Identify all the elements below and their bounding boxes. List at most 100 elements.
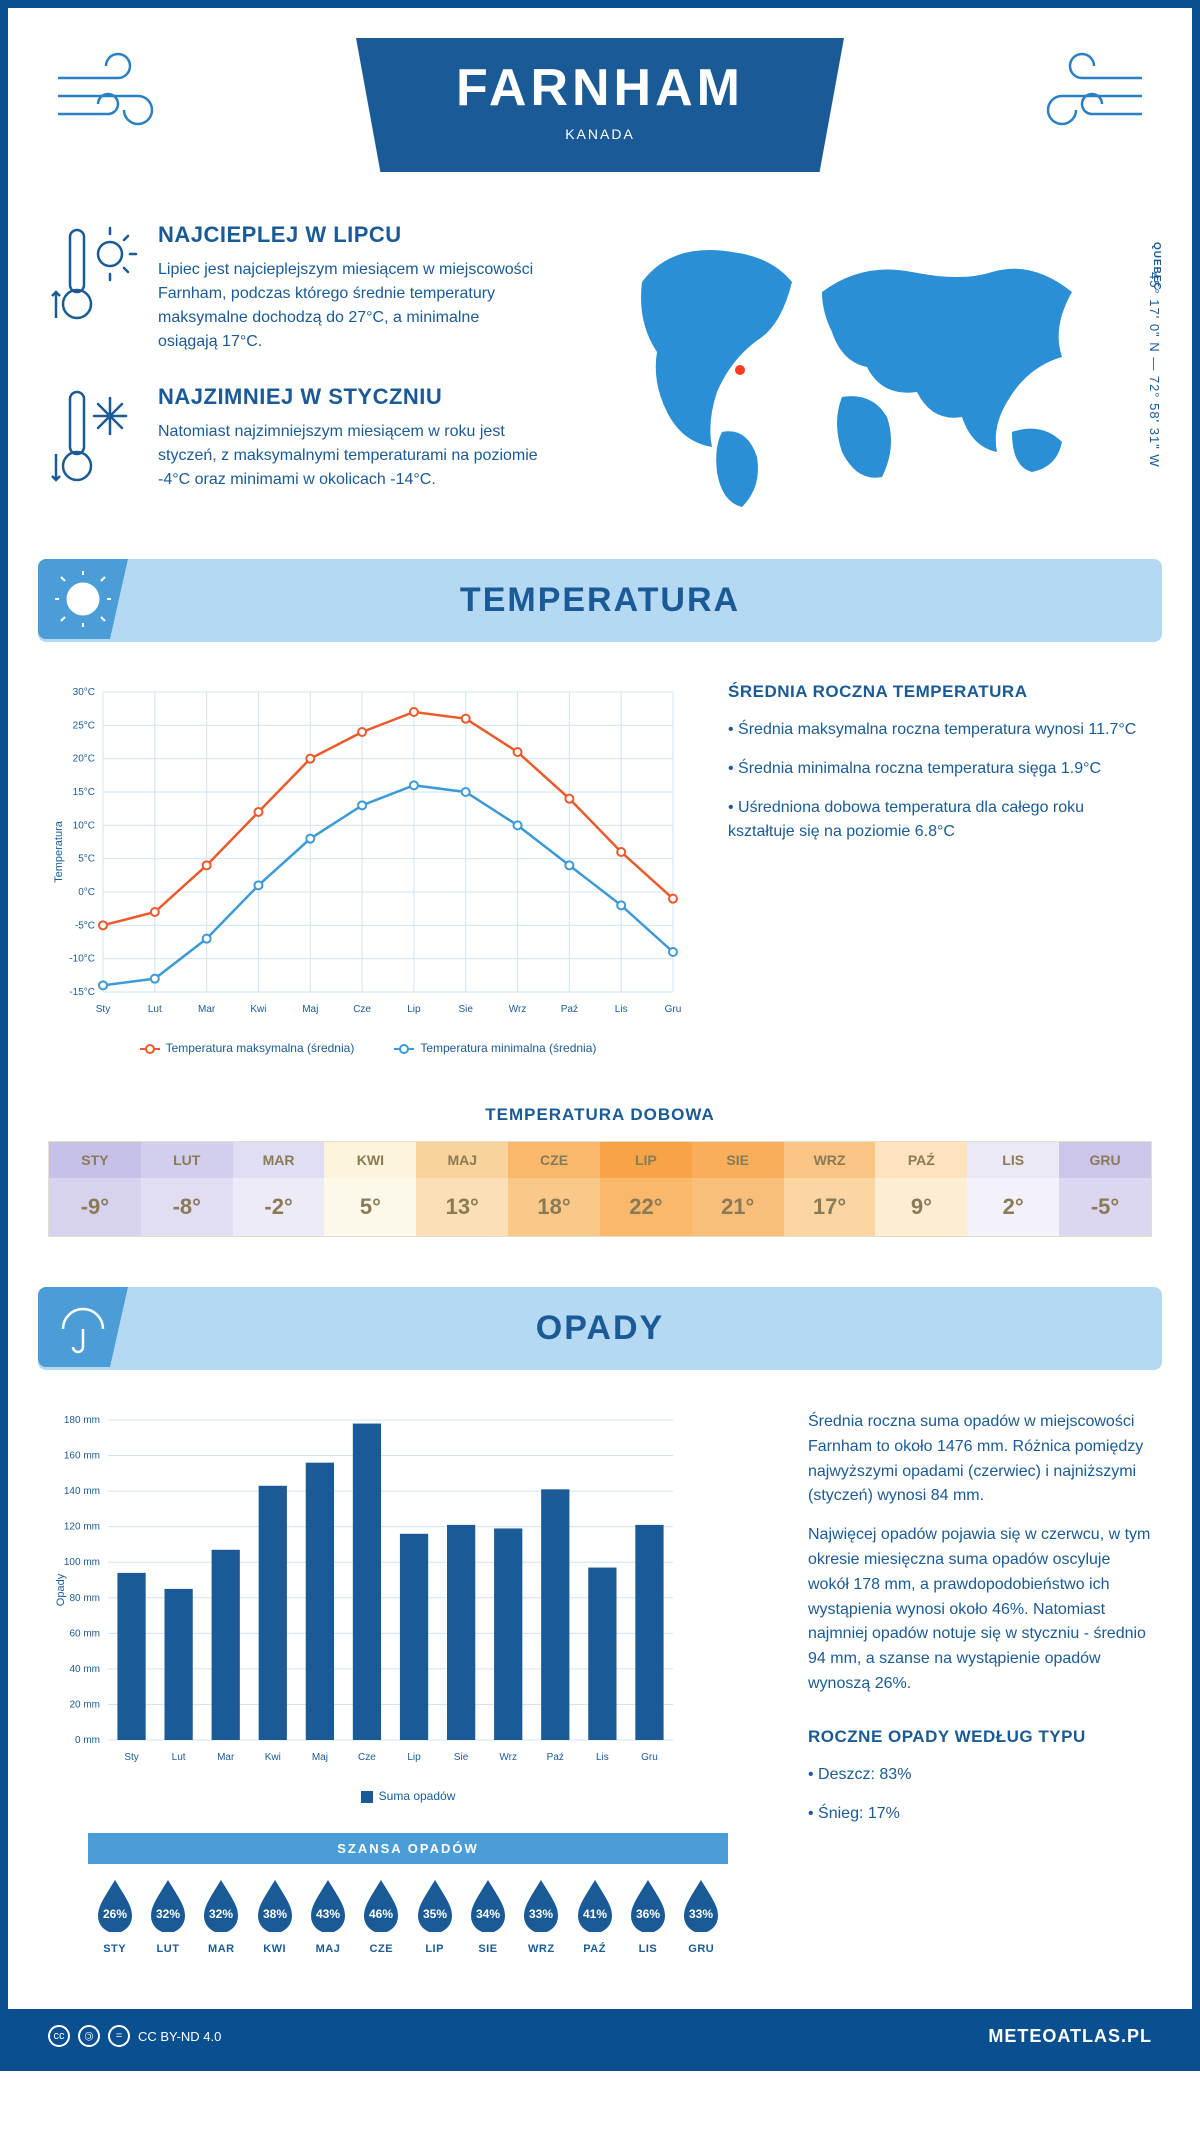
svg-text:Paź: Paź xyxy=(561,1004,578,1015)
legend-max: Temperatura maksymalna (średnia) xyxy=(166,1041,355,1055)
precip-banner: OPADY xyxy=(38,1287,1162,1370)
svg-text:Temperatura: Temperatura xyxy=(53,820,65,883)
svg-text:26%: 26% xyxy=(103,1907,127,1921)
svg-text:160 mm: 160 mm xyxy=(64,1451,100,1462)
header: FARNHAM KANADA xyxy=(8,8,1192,222)
svg-text:Maj: Maj xyxy=(302,1004,318,1015)
svg-text:-10°C: -10°C xyxy=(69,954,95,965)
precip-para2: Najwięcej opadów pojawia się w czerwcu, … xyxy=(808,1523,1152,1697)
coords-label: 45° 17' 0" N — 72° 58' 31" W xyxy=(1147,272,1162,468)
svg-text:15°C: 15°C xyxy=(73,787,95,798)
footer: cc 🄯 = CC BY-ND 4.0 METEOATLAS.PL xyxy=(8,2009,1192,2063)
rain-chance-drop: 26%STY xyxy=(88,1878,141,1955)
svg-text:Maj: Maj xyxy=(312,1752,328,1763)
svg-text:30°C: 30°C xyxy=(73,687,95,698)
world-map-box: QUEBEC 45° 17' 0" N — 72° 58' 31" W xyxy=(592,222,1152,529)
svg-text:60 mm: 60 mm xyxy=(69,1628,100,1639)
svg-text:36%: 36% xyxy=(636,1907,660,1921)
daily-temp-cell: CZE18° xyxy=(508,1142,600,1236)
intro-section: NAJCIEPLEJ W LIPCU Lipiec jest najcieple… xyxy=(8,222,1192,559)
daily-temp-cell: LUT-8° xyxy=(141,1142,233,1236)
svg-text:Lut: Lut xyxy=(172,1752,186,1763)
svg-text:Mar: Mar xyxy=(198,1004,216,1015)
umbrella-icon xyxy=(38,1287,128,1367)
svg-text:Opady: Opady xyxy=(55,1573,67,1606)
daily-temp-title: TEMPERATURA DOBOWA xyxy=(8,1105,1192,1125)
daily-temp-cell: MAR-2° xyxy=(233,1142,325,1236)
rain-chance-drop: 38%KWI xyxy=(248,1878,301,1955)
temperature-side-text: ŚREDNIA ROCZNA TEMPERATURA Średnia maksy… xyxy=(728,682,1152,1055)
temperature-bullet: Średnia minimalna roczna temperatura się… xyxy=(728,757,1152,782)
fact-warm: NAJCIEPLEJ W LIPCU Lipiec jest najcieple… xyxy=(48,222,562,354)
rain-chance-row: 26%STY32%LUT32%MAR38%KWI43%MAJ46%CZE35%L… xyxy=(88,1864,728,1969)
fact-cold-text: Natomiast najzimniejszym miesiącem w rok… xyxy=(158,420,538,492)
thermometer-snow-icon xyxy=(48,384,138,499)
svg-text:0 mm: 0 mm xyxy=(75,1735,100,1746)
by-icon: 🄯 xyxy=(78,2025,100,2047)
rain-chance-box: SZANSA OPADÓW 26%STY32%LUT32%MAR38%KWI43… xyxy=(88,1833,728,1969)
precip-side-text: Średnia roczna suma opadów w miejscowośc… xyxy=(808,1410,1152,1969)
daily-temp-cell: LIS2° xyxy=(967,1142,1059,1236)
svg-text:100 mm: 100 mm xyxy=(64,1557,100,1568)
svg-text:34%: 34% xyxy=(476,1907,500,1921)
yearly-precip-list: Deszcz: 83%Śnieg: 17% xyxy=(808,1763,1152,1827)
svg-text:80 mm: 80 mm xyxy=(69,1593,100,1604)
svg-text:Gru: Gru xyxy=(641,1752,658,1763)
temperature-bullet: Średnia maksymalna roczna temperatura wy… xyxy=(728,718,1152,743)
svg-text:Kwi: Kwi xyxy=(250,1004,266,1015)
rain-chance-drop: 33%GRU xyxy=(675,1878,728,1955)
svg-text:Sie: Sie xyxy=(454,1752,469,1763)
temperature-bullet: Uśredniona dobowa temperatura dla całego… xyxy=(728,796,1152,846)
svg-text:Mar: Mar xyxy=(217,1752,235,1763)
fact-warm-text: Lipiec jest najcieplejszym miesiącem w m… xyxy=(158,258,538,354)
daily-temp-cell: KWI5° xyxy=(324,1142,416,1236)
rain-chance-drop: 35%LIP xyxy=(408,1878,461,1955)
yearly-precip-title: ROCZNE OPADY WEDŁUG TYPU xyxy=(808,1727,1152,1747)
precip-title: OPADY xyxy=(38,1309,1162,1348)
daily-temp-cell: LIP22° xyxy=(600,1142,692,1236)
brand-label: METEOATLAS.PL xyxy=(988,2026,1152,2047)
temperature-title: TEMPERATURA xyxy=(38,581,1162,620)
rain-chance-drop: 32%LUT xyxy=(141,1878,194,1955)
map-marker-icon xyxy=(733,363,747,377)
wind-icon-right xyxy=(1022,48,1152,143)
daily-temp-strip: STY-9°LUT-8°MAR-2°KWI5°MAJ13°CZE18°LIP22… xyxy=(48,1141,1152,1237)
nd-icon: = xyxy=(108,2025,130,2047)
fact-cold: NAJZIMNIEJ W STYCZNIU Natomiast najzimni… xyxy=(48,384,562,499)
svg-text:20°C: 20°C xyxy=(73,754,95,765)
svg-text:20 mm: 20 mm xyxy=(69,1699,100,1710)
rain-chance-drop: 46%CZE xyxy=(355,1878,408,1955)
svg-text:Gru: Gru xyxy=(665,1004,682,1015)
rain-chance-title: SZANSA OPADÓW xyxy=(88,1833,728,1864)
temperature-line-chart: -15°C-10°C-5°C0°C5°C10°C15°C20°C25°C30°C… xyxy=(48,682,688,1055)
svg-text:40 mm: 40 mm xyxy=(69,1664,100,1675)
svg-text:32%: 32% xyxy=(156,1907,180,1921)
svg-text:Lip: Lip xyxy=(407,1752,421,1763)
precip-legend-label: Suma opadów xyxy=(379,1789,456,1803)
svg-text:Sie: Sie xyxy=(459,1004,474,1015)
rain-chance-drop: 34%SIE xyxy=(461,1878,514,1955)
world-map-icon xyxy=(592,222,1152,527)
svg-text:Cze: Cze xyxy=(353,1004,371,1015)
daily-temp-cell: MAJ13° xyxy=(416,1142,508,1236)
svg-text:Lut: Lut xyxy=(148,1004,162,1015)
svg-text:46%: 46% xyxy=(369,1907,393,1921)
precip-bar-chart: 0 mm20 mm40 mm60 mm80 mm100 mm120 mm140 … xyxy=(48,1410,768,1803)
rain-chance-drop: 33%WRZ xyxy=(515,1878,568,1955)
country-label: KANADA xyxy=(456,126,744,142)
yearly-precip-item: Deszcz: 83% xyxy=(808,1763,1152,1788)
intro-facts: NAJCIEPLEJ W LIPCU Lipiec jest najcieple… xyxy=(48,222,562,529)
city-title: FARNHAM xyxy=(456,58,744,118)
fact-warm-title: NAJCIEPLEJ W LIPCU xyxy=(158,222,538,248)
thermometer-sun-icon xyxy=(48,222,138,354)
daily-temp-cell: STY-9° xyxy=(49,1142,141,1236)
svg-text:Lis: Lis xyxy=(615,1004,628,1015)
svg-text:Sty: Sty xyxy=(96,1004,110,1015)
rain-chance-drop: 43%MAJ xyxy=(301,1878,354,1955)
svg-text:32%: 32% xyxy=(209,1907,233,1921)
svg-text:Wrz: Wrz xyxy=(499,1752,517,1763)
svg-text:25°C: 25°C xyxy=(73,720,95,731)
svg-text:35%: 35% xyxy=(423,1907,447,1921)
cc-icon: cc xyxy=(48,2025,70,2047)
temperature-bullets: Średnia maksymalna roczna temperatura wy… xyxy=(728,718,1152,845)
